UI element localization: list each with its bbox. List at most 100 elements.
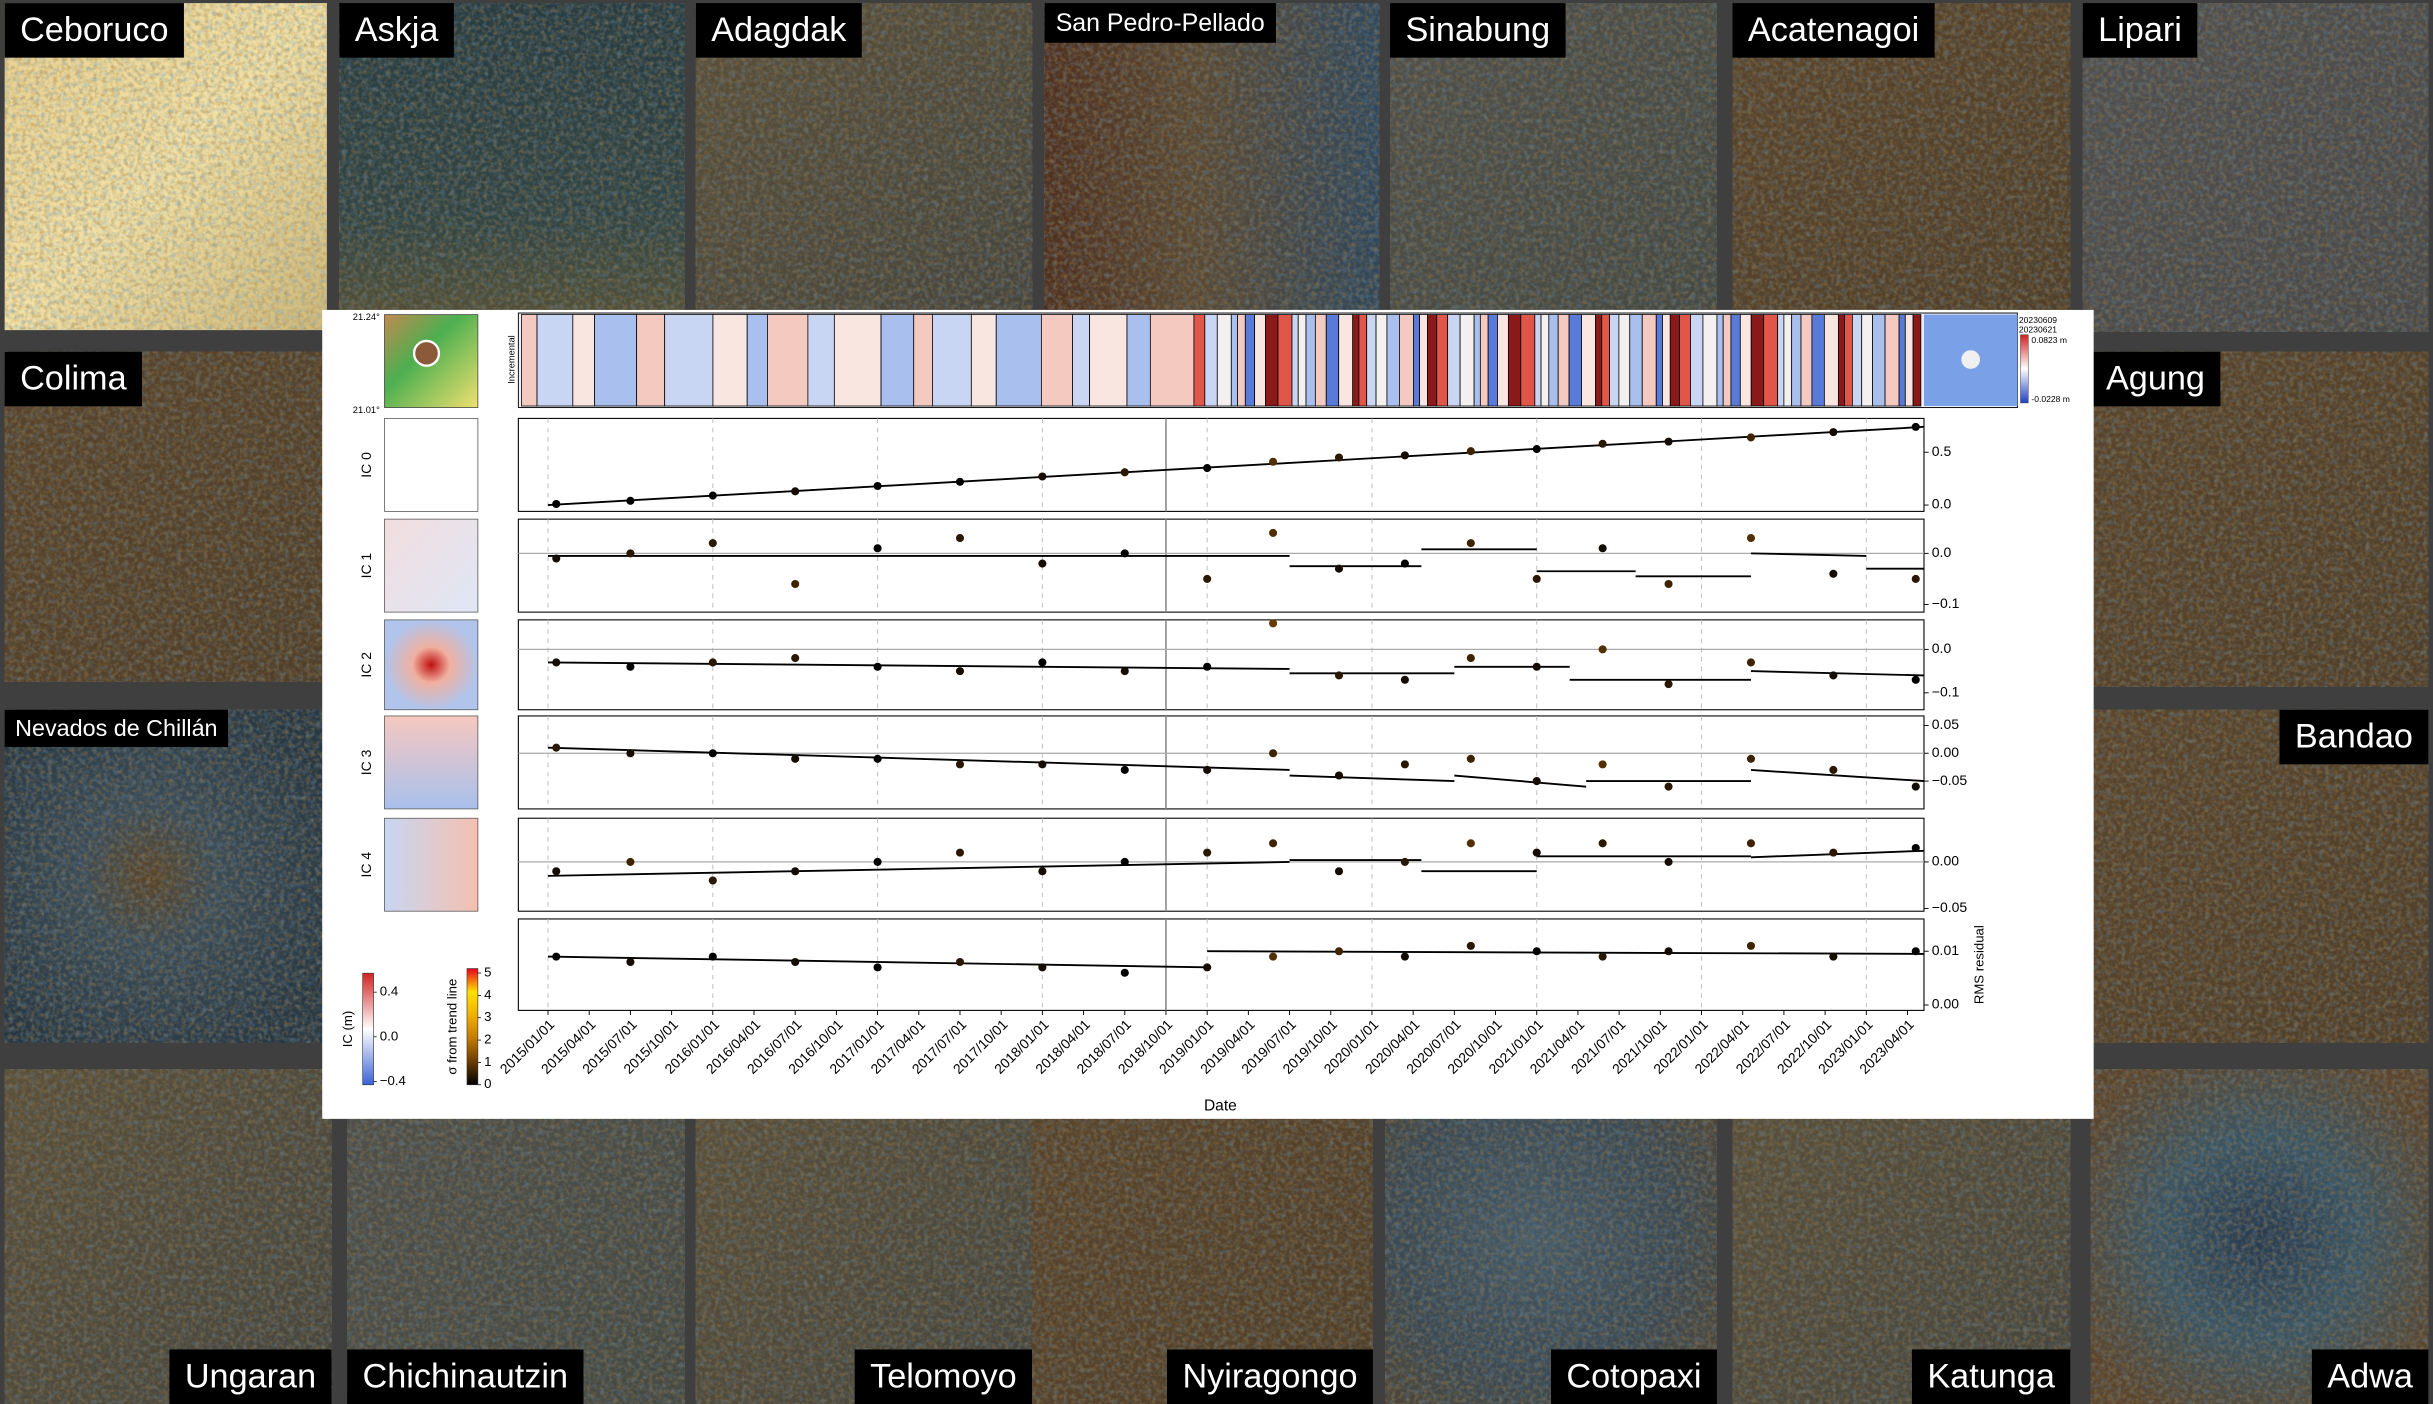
strip-frame-cell [1487, 314, 1498, 407]
data-point [1598, 839, 1607, 848]
strip-frame-cell [1912, 314, 1922, 407]
strip-frame-cell [1314, 314, 1327, 407]
strip-frame-cell [1904, 314, 1914, 407]
strip-frame-cell [1669, 314, 1680, 407]
tile-label-box [1551, 1349, 1717, 1404]
data-point [1203, 765, 1212, 774]
data-point [1400, 952, 1409, 961]
tile-label: Adwa [2327, 1357, 2413, 1395]
strip-frame-cell [1479, 314, 1489, 407]
tile-texture [4, 351, 340, 682]
strip-frame-cell [1305, 314, 1316, 407]
panel-label: IC 0 [358, 452, 374, 478]
y-tick-label: 0.05 [1932, 716, 1959, 732]
trend-line [547, 746, 1290, 771]
tile-label: Agung [2106, 360, 2205, 398]
strip-frame-cell [1750, 314, 1765, 407]
strip-frame-cell [1040, 314, 1073, 407]
tile-texture [347, 1069, 685, 1404]
data-point [1400, 857, 1409, 866]
data-point [955, 760, 965, 769]
strip-frame-cell [1763, 314, 1779, 407]
component-thumbnail [384, 619, 479, 711]
strip-frame-cell [833, 314, 882, 407]
data-point [626, 662, 635, 671]
data-point [1664, 437, 1673, 446]
data-point [1203, 662, 1212, 671]
strip-frame-cell [1419, 314, 1428, 407]
y-tick-label: 0.0 [1932, 640, 1952, 656]
data-point [873, 963, 882, 972]
component-thumbnail [384, 715, 479, 810]
trend-line [547, 425, 1925, 506]
strip-frame-cell [1149, 314, 1195, 407]
y-tick-label: −0.05 [1932, 772, 1968, 788]
strip-frame-cell [1783, 314, 1793, 407]
data-point [873, 544, 882, 553]
data-point [1911, 843, 1920, 853]
x-axis-label: Date [1204, 1098, 1237, 1115]
data-point [873, 482, 882, 491]
tile-label-box [2279, 709, 2429, 765]
panel-frame [517, 715, 1925, 810]
data-point [791, 487, 800, 496]
data-point [1829, 671, 1838, 680]
strip-frame-cell [1265, 314, 1279, 407]
strip-frame-cell [594, 314, 638, 407]
y-tick-label: 0.01 [1932, 942, 1959, 958]
panel-frame [517, 918, 1925, 1011]
component-thumbnail [384, 418, 479, 512]
data-point [1120, 857, 1129, 866]
strip-frame-cell [1629, 314, 1643, 407]
data-point [791, 957, 800, 967]
strip-frame-cell [1534, 314, 1542, 407]
tile-texture [2090, 709, 2429, 1043]
strip-frame-cell [1722, 314, 1732, 407]
y-tick-label: 0.00 [1932, 996, 1959, 1012]
data-point [1269, 952, 1278, 961]
data-point [1911, 782, 1920, 791]
colorbar-label: σ from trend line [444, 979, 459, 1075]
y-tick-label: 0.0 [1932, 544, 1952, 560]
tile-dim [2082, 3, 2429, 332]
data-point [1334, 564, 1344, 573]
data-point [1746, 754, 1756, 763]
tile-label: Colima [20, 360, 127, 398]
colorbar-tick-label: 0.0 [380, 1028, 398, 1043]
data-point [1664, 947, 1673, 956]
data-point [791, 579, 800, 589]
data-point [1664, 680, 1673, 689]
component-thumbnail [384, 817, 479, 912]
strip-frame-cell [1325, 314, 1340, 407]
y-tick-label: 0.5 [1932, 443, 1952, 459]
panel-label: IC 3 [358, 749, 374, 775]
data-point [552, 554, 561, 563]
data-point [708, 539, 717, 548]
data-point [708, 876, 717, 885]
data-point [1466, 447, 1475, 456]
tile-label: Adagdak [711, 11, 847, 49]
strip-frame-cell [1690, 314, 1704, 407]
data-point [1400, 675, 1409, 684]
dem-summit [412, 339, 441, 367]
strip-frame-cell [1089, 314, 1128, 407]
data-point [1466, 839, 1475, 848]
data-point [1532, 445, 1541, 454]
strip-latest-feature [1961, 350, 1981, 369]
tile-label: Lipari [2098, 11, 2182, 49]
data-point [1598, 439, 1607, 448]
strip-frame-cell [1244, 314, 1256, 407]
data-point [955, 957, 965, 967]
panel-label: IC 4 [358, 852, 374, 878]
trend-line [548, 661, 1290, 670]
strip-date: 20230621 [2019, 324, 2057, 334]
strip-frame-cell [1297, 314, 1307, 407]
trend-line [1207, 950, 1924, 955]
data-point [955, 477, 965, 486]
data-point [1598, 952, 1607, 961]
tile-label-box [2082, 3, 2198, 58]
data-point [1120, 549, 1129, 558]
data-point [873, 857, 882, 866]
data-point [873, 662, 882, 671]
